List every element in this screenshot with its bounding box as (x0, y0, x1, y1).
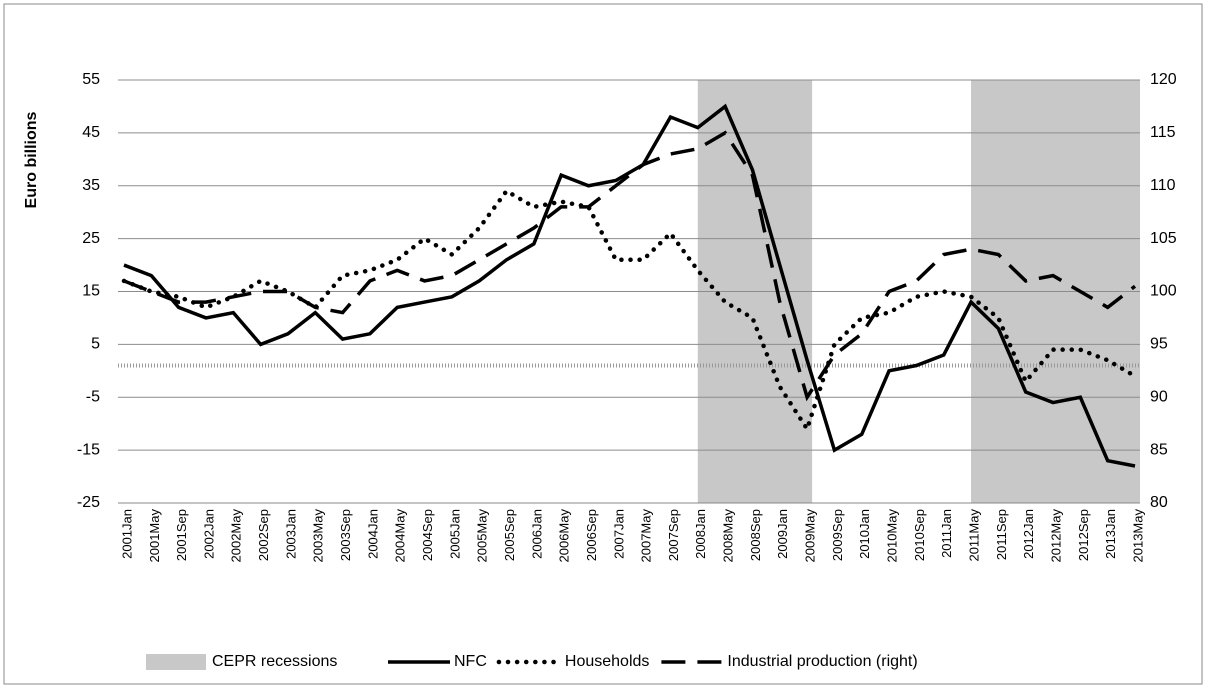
legend-swatch (146, 654, 206, 670)
y2-tick-label: 115 (1150, 124, 1176, 141)
legend-label: CEPR recessions (212, 653, 337, 670)
y2-tick-label: 105 (1150, 230, 1177, 247)
y2-tick-label: 85 (1150, 441, 1168, 458)
x-tick-label: 2002Jan (201, 509, 216, 559)
y-tick-label: 25 (82, 230, 100, 247)
x-tick-label: 2011Sep (994, 509, 1009, 560)
x-tick-label: 2007May (639, 509, 654, 563)
y-tick-label: -15 (77, 441, 100, 458)
y2-tick-label: 110 (1150, 177, 1176, 194)
x-tick-label: 2005Sep (502, 509, 517, 561)
x-tick-label: 2010Jan (857, 509, 872, 559)
x-tick-label: 2009May (803, 509, 818, 563)
y-tick-label: 45 (82, 124, 100, 141)
x-tick-label: 2004Jan (365, 509, 380, 559)
x-tick-label: 2001Jan (119, 509, 134, 559)
x-tick-label: 2012May (1048, 509, 1063, 563)
x-tick-label: 2012Sep (1076, 509, 1091, 561)
x-tick-label: 2002Sep (256, 509, 271, 561)
x-tick-label: 2004Sep (420, 509, 435, 561)
x-tick-label: 2001May (147, 509, 162, 563)
series-line (121, 188, 1138, 435)
x-tick-label: 2005May (475, 509, 490, 563)
x-tick-label: 2012Jan (1021, 509, 1036, 559)
x-tick-label: 2007Sep (666, 509, 681, 561)
y2-tick-label: 80 (1150, 494, 1168, 511)
y2-tick-label: 90 (1150, 388, 1168, 405)
x-tick-label: 2013Jan (1103, 509, 1118, 559)
x-tick-label: 2011Jan (939, 509, 954, 558)
x-tick-label: 2007Jan (611, 509, 626, 559)
legend-label: Households (565, 653, 650, 670)
x-tick-label: 2004May (393, 509, 408, 563)
x-tick-label: 2006Sep (584, 509, 599, 561)
series-line (123, 103, 1136, 468)
x-tick-label: 2003Jan (283, 509, 298, 559)
x-tick-label: 2009Jan (775, 509, 790, 559)
x-tick-label: 2005Jan (447, 509, 462, 559)
y2-tick-label: 100 (1150, 283, 1177, 300)
x-tick-label: 2008Jan (693, 509, 708, 559)
y-tick-label: 35 (82, 177, 100, 194)
legend-label: NFC (454, 653, 487, 670)
x-tick-label: 2001Sep (174, 509, 189, 561)
legend-label: Industrial production (right) (727, 653, 917, 670)
x-tick-label: 2010Sep (912, 509, 927, 561)
x-tick-label: 2010May (885, 509, 900, 563)
y-tick-label: 55 (82, 71, 100, 88)
y-tick-label: 5 (91, 336, 100, 353)
y-tick-label: -25 (77, 494, 100, 511)
x-tick-label: 2003Sep (338, 509, 353, 561)
x-tick-label: 2013May (1130, 509, 1145, 563)
x-tick-label: 2002May (229, 509, 244, 563)
x-tick-label: 2011May (966, 509, 981, 562)
y-tick-label: 15 (82, 283, 100, 300)
y-tick-label: -5 (86, 388, 100, 405)
y2-tick-label: 95 (1150, 336, 1168, 353)
x-tick-label: 2009Sep (830, 509, 845, 561)
x-tick-label: 2006May (557, 509, 572, 563)
x-tick-label: 2003May (311, 509, 326, 563)
x-tick-label: 2006Jan (529, 509, 544, 559)
x-tick-label: 2008Sep (748, 509, 763, 561)
y-axis-label: Euro billions (23, 111, 40, 208)
y2-tick-label: 120 (1150, 71, 1177, 88)
x-tick-label: 2008May (721, 509, 736, 563)
